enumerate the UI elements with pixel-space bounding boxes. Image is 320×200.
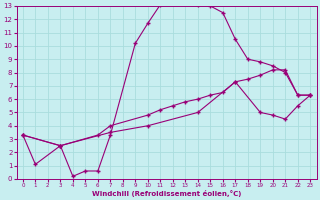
X-axis label: Windchill (Refroidissement éolien,°C): Windchill (Refroidissement éolien,°C): [92, 190, 241, 197]
